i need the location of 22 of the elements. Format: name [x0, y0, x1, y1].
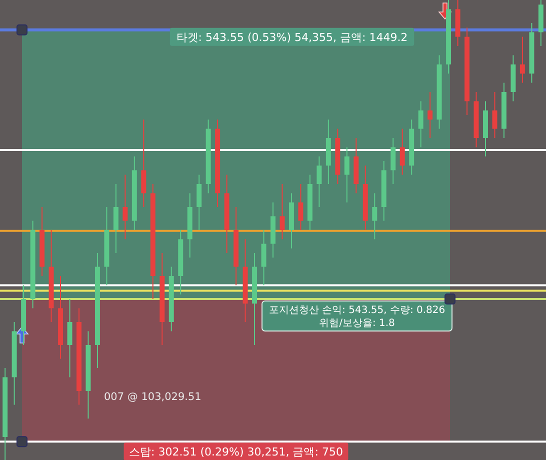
- candlestick: [280, 184, 285, 240]
- annotation: 007 @ 103,029.51: [104, 391, 202, 403]
- candlestick: [141, 119, 146, 208]
- annotation: 포지션청산 손익: 543.55, 수량: 0.826: [268, 305, 446, 316]
- candlestick: [67, 298, 72, 378]
- candlestick: [344, 146, 350, 203]
- candlestick: [390, 138, 396, 184]
- candlestick: [122, 174, 128, 240]
- candlestick: [113, 184, 118, 254]
- candlestick: [428, 92, 433, 138]
- annotation: 위험/보상율: 1.8: [319, 318, 395, 329]
- candlestick: [372, 192, 378, 240]
- band-label: 스탑: 302.51 (0.29%) 30,251, 금액: 750: [129, 446, 343, 459]
- candlestick: [400, 128, 405, 176]
- band-label: 타겟: 543.55 (0.53%) 54,355, 금액: 1449.2: [176, 30, 408, 44]
- candlestick: [316, 156, 322, 208]
- candlestick: [196, 174, 202, 230]
- candlestick: [520, 36, 525, 84]
- candlestick: [261, 230, 266, 286]
- candlestick: [492, 92, 498, 138]
- candlestick: [298, 184, 304, 230]
- candlestick: [418, 100, 424, 148]
